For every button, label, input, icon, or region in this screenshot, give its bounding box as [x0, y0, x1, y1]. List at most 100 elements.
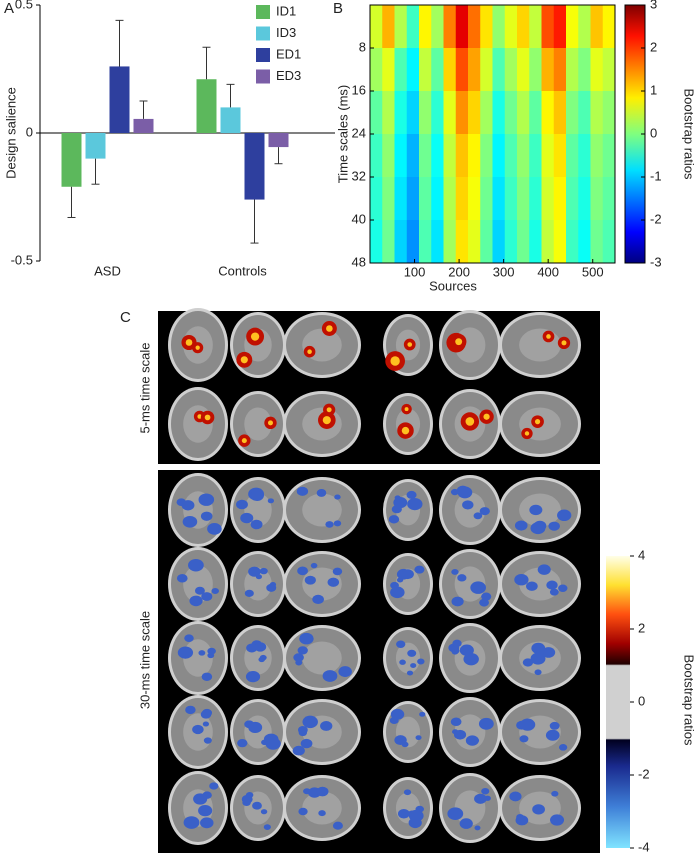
activation-blob [304, 575, 316, 585]
activation-blob [250, 519, 263, 530]
heatmap-cell [455, 177, 469, 221]
activation-blob [292, 745, 305, 756]
activation-blob [203, 737, 212, 744]
activation-blob [332, 567, 343, 576]
activation-blob [322, 416, 331, 425]
activation-blob [407, 497, 423, 511]
heatmap-cell [553, 91, 567, 135]
heatmap-cell [406, 48, 420, 92]
activation-blob [549, 721, 560, 730]
heatmap-cell [431, 91, 444, 135]
activation-blob [452, 729, 459, 735]
heatmap-cell [517, 220, 530, 264]
y-axis-label: Time scales (ms) [335, 85, 350, 183]
y-tick-label: 0.5 [15, 0, 33, 11]
heatmap-cell [517, 48, 530, 92]
heatmap-cell [455, 5, 469, 49]
heatmap-cell [370, 220, 383, 264]
activation-blob [327, 577, 340, 587]
heatmap-cell [394, 91, 408, 135]
heatmap-cell [468, 5, 481, 49]
activation-blob [267, 498, 275, 504]
activation-blob [184, 634, 194, 642]
colorbar-tick-label: 1 [650, 82, 657, 97]
activation-blob [185, 705, 196, 715]
activation-blob [325, 521, 334, 528]
x-tick-label: 500 [582, 264, 604, 279]
bar [268, 133, 289, 148]
activation-blob [390, 356, 400, 366]
activation-blob [241, 438, 247, 444]
activation-blob [240, 512, 254, 524]
activation-blob [519, 735, 529, 743]
activation-blob [524, 431, 530, 436]
activation-blob [450, 488, 459, 496]
activation-blob [307, 349, 312, 354]
activation-blob [338, 666, 352, 677]
activation-blob [548, 521, 560, 531]
activation-blob [447, 807, 464, 821]
activation-blob [509, 791, 522, 802]
heatmap-cell [529, 48, 542, 92]
activation-blob [399, 659, 406, 665]
y-tick-label: 32 [352, 168, 366, 183]
heatmap-cell [455, 91, 469, 135]
activation-blob [316, 786, 329, 797]
activation-blob [260, 809, 268, 815]
heatmap-cell [529, 5, 542, 49]
heatmap-cell [394, 5, 408, 49]
heatmap-cell [382, 177, 395, 221]
heatmap-cell [406, 177, 420, 221]
activation-blob [390, 586, 405, 599]
activation-blob [312, 594, 324, 605]
activation-blob [188, 558, 204, 572]
heatmap-cell [492, 177, 506, 221]
heatmap-cell [382, 5, 395, 49]
bar [133, 118, 154, 133]
activation-blob [198, 650, 206, 656]
activation-blob [326, 325, 333, 332]
heatmap-cell [419, 177, 432, 221]
activation-blob [522, 658, 534, 667]
heatmap-cell [566, 91, 579, 135]
heatmap-cell [566, 5, 579, 49]
row-label: 5-ms time scale [137, 342, 152, 433]
activation-blob [532, 804, 545, 815]
activation-blob [479, 507, 490, 516]
activation-blob [295, 659, 303, 666]
activation-blob [546, 580, 558, 590]
activation-blob [451, 569, 459, 575]
activation-blob [310, 562, 318, 569]
heatmap-cell [517, 177, 530, 221]
activation-blob [472, 738, 480, 743]
heatmap-cell [480, 177, 493, 221]
activation-blob [452, 648, 460, 654]
activation-blob [236, 499, 248, 510]
activation-blob [406, 490, 417, 499]
heatmap-cell [578, 220, 591, 264]
activation-blob [391, 505, 402, 514]
activation-blob [209, 782, 219, 790]
activation-blob [296, 486, 309, 496]
activation-blob [202, 708, 213, 717]
activation-blob [558, 584, 568, 592]
heatmap-cell [602, 134, 616, 178]
legend-label: ID3 [276, 25, 296, 40]
activation-blob [299, 632, 314, 645]
colorbar-tick-label: -3 [650, 254, 662, 269]
heatmap-cell [431, 48, 444, 92]
activation-blob [531, 642, 546, 654]
heatmap-cell [529, 220, 542, 264]
activation-blob [248, 566, 261, 577]
activation-blob [204, 414, 211, 421]
heatmap-cell [566, 177, 579, 221]
heatmap-cell [394, 177, 408, 221]
activation-blob [211, 588, 219, 595]
heatmap-cell [602, 177, 616, 221]
x-tick-label: 300 [493, 264, 515, 279]
activation-blob [463, 652, 479, 666]
x-tick-label: 200 [448, 264, 470, 279]
activation-blob [182, 515, 198, 528]
activation-blob [397, 809, 410, 819]
activation-blob [526, 581, 538, 591]
